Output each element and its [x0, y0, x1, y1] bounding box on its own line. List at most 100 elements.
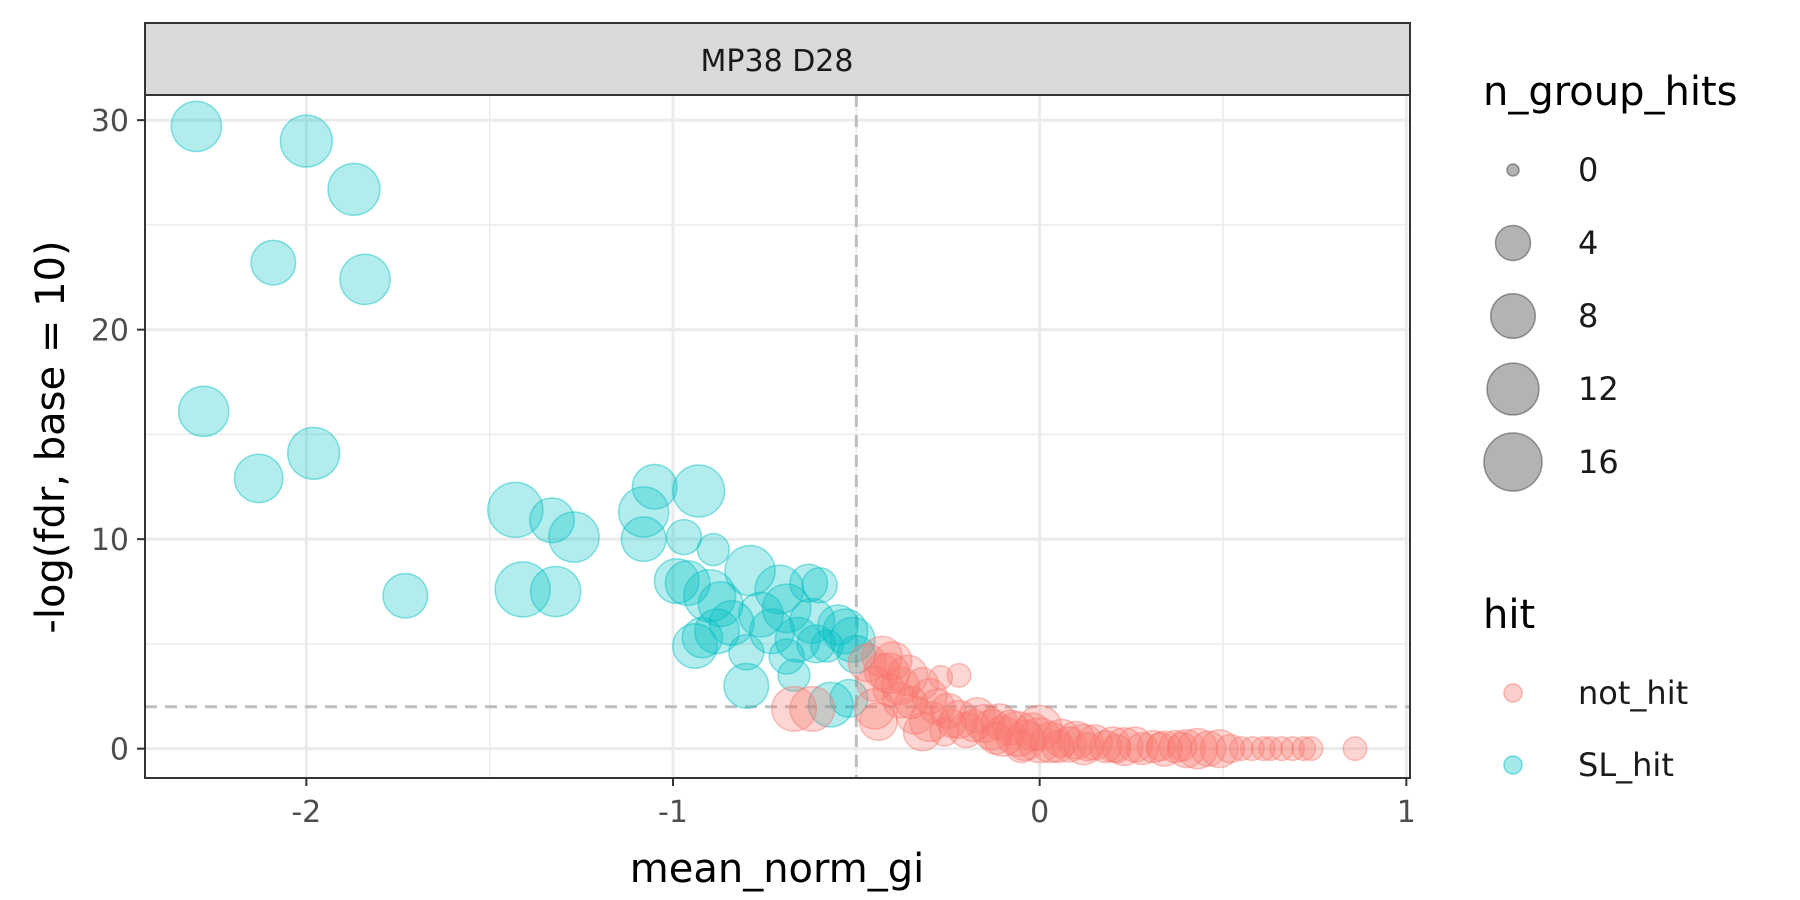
- series-SL-hit: [170, 100, 876, 728]
- data-point: [1104, 726, 1144, 767]
- data-point: [1158, 729, 1193, 764]
- data-point: [1012, 712, 1052, 752]
- data-point: [956, 708, 991, 743]
- data-point: [487, 481, 544, 539]
- color-legend-label: not_hit: [1578, 674, 1688, 712]
- data-point: [946, 662, 972, 688]
- data-point: [822, 608, 869, 655]
- size-legend-key: [1506, 163, 1520, 177]
- data-point: [1280, 736, 1306, 762]
- data-point: [829, 616, 876, 663]
- data-point: [1088, 729, 1123, 764]
- data-point: [1136, 729, 1171, 764]
- data-point: [250, 239, 297, 286]
- color-legend-label: SL_hit: [1578, 746, 1674, 784]
- data-point: [382, 572, 429, 619]
- data-point: [829, 678, 869, 718]
- data-point: [708, 599, 755, 646]
- size-legend-key: [1494, 224, 1532, 262]
- data-point: [671, 464, 726, 518]
- data-point: [696, 532, 731, 567]
- data-point: [911, 678, 948, 715]
- y-axis-title: -log(fdr, base = 10): [28, 240, 74, 633]
- data-point: [1056, 720, 1096, 760]
- size-legend-label: 16: [1578, 443, 1619, 481]
- data-point: [1029, 721, 1072, 764]
- data-point: [1072, 731, 1103, 762]
- data-point: [918, 688, 956, 726]
- data-point: [894, 685, 929, 720]
- data-point: [1342, 736, 1368, 762]
- data-point: [789, 563, 829, 603]
- data-point: [810, 629, 844, 663]
- data-point: [1250, 736, 1276, 762]
- data-point: [768, 638, 805, 675]
- x-tick-label: -2: [291, 795, 321, 830]
- data-point: [617, 486, 670, 538]
- size-legend-key: [1489, 292, 1537, 340]
- data-point: [959, 696, 996, 734]
- data-point: [1166, 729, 1206, 769]
- data-point: [789, 685, 836, 732]
- data-point: [886, 654, 929, 697]
- color-legend-key: [1503, 683, 1523, 703]
- y-tick-label: 30: [91, 104, 129, 139]
- data-point: [1215, 733, 1246, 764]
- data-point: [1291, 736, 1317, 762]
- data-point: [861, 635, 903, 678]
- panel-background: [145, 95, 1410, 778]
- data-point: [796, 624, 836, 664]
- data-point: [858, 701, 898, 742]
- data-point: [880, 666, 920, 706]
- y-tick-label: 20: [91, 314, 129, 349]
- data-point: [774, 616, 821, 663]
- facet-label: MP38 D28: [701, 44, 854, 79]
- data-point: [939, 699, 979, 739]
- data-point: [1145, 731, 1176, 762]
- data-point: [286, 426, 341, 480]
- data-point: [817, 604, 859, 646]
- data-point: [1016, 704, 1063, 751]
- data-point: [994, 710, 1041, 758]
- data-point: [836, 634, 876, 674]
- data-point: [777, 658, 811, 693]
- reference-lines: [145, 95, 1410, 778]
- data-point: [1062, 723, 1105, 766]
- size-legend-label: 0: [1578, 151, 1598, 189]
- data-point: [1101, 733, 1132, 764]
- data-point: [929, 692, 967, 730]
- data-point: [754, 564, 805, 615]
- data-point: [1298, 736, 1324, 762]
- x-axis-ticks: -2 -1 0 1: [291, 778, 1416, 830]
- size-legend-label: 8: [1578, 297, 1598, 335]
- data-point: [1125, 731, 1160, 766]
- series-not-hit: [770, 635, 1368, 770]
- data-points: [170, 100, 1368, 770]
- data-point: [653, 558, 700, 605]
- data-point: [853, 688, 896, 730]
- y-axis-ticks: 0 10 20 30: [91, 104, 145, 768]
- data-point: [971, 708, 1013, 751]
- data-point: [693, 608, 741, 655]
- data-point: [1199, 729, 1239, 769]
- data-point: [801, 567, 838, 604]
- x-tick-label: 1: [1397, 795, 1416, 830]
- data-point: [1016, 717, 1063, 764]
- data-point: [965, 703, 1005, 744]
- data-point: [1228, 736, 1254, 762]
- data-point: [1176, 727, 1219, 770]
- data-point: [807, 681, 854, 728]
- data-point: [233, 453, 284, 504]
- data-point: [671, 622, 719, 670]
- data-point: [697, 581, 744, 628]
- data-point: [737, 591, 785, 638]
- data-point: [529, 565, 582, 618]
- data-point: [724, 544, 776, 597]
- data-point: [1042, 718, 1082, 758]
- data-point: [868, 652, 911, 695]
- data-point: [327, 162, 381, 216]
- data-point: [856, 665, 893, 702]
- data-point: [681, 616, 724, 659]
- size-legend-label: 12: [1578, 370, 1619, 408]
- data-point: [665, 518, 703, 556]
